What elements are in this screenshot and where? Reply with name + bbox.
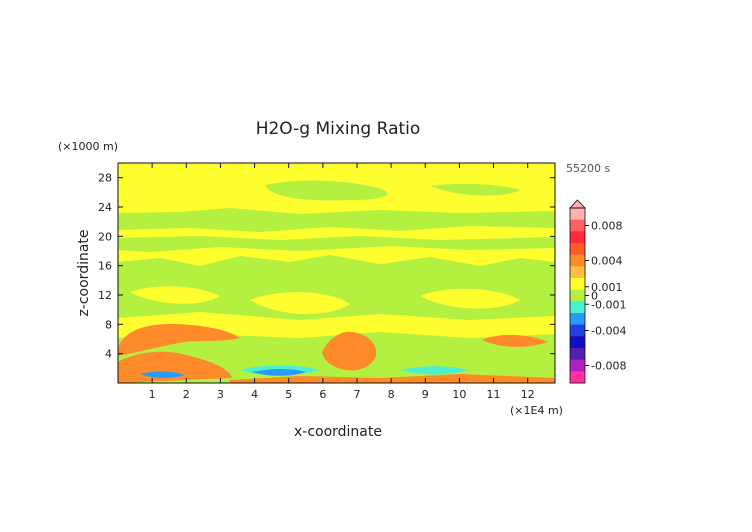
yellow-layer-mid bbox=[118, 312, 555, 338]
x-tick-label: 2 bbox=[183, 388, 190, 401]
colorbar-segment bbox=[570, 336, 585, 349]
yellow-pocket-2 bbox=[250, 292, 350, 315]
colorbar-segment bbox=[570, 254, 585, 267]
colorbar-tick-label: 0.004 bbox=[591, 255, 623, 268]
green-band-mid bbox=[118, 236, 555, 252]
y-unit-label: (×1000 m) bbox=[58, 140, 118, 153]
colorbar-segment bbox=[570, 208, 585, 221]
time-label: 55200 s bbox=[566, 162, 610, 175]
colorbar-tick-label: 0 bbox=[591, 290, 598, 303]
y-tick-label: 20 bbox=[98, 230, 112, 243]
x-axis-ticks: 1 2 3 4 5 6 7 8 9 10 11 12 bbox=[149, 163, 535, 401]
x-tick-label: 12 bbox=[521, 388, 535, 401]
colorbar-segment bbox=[570, 266, 585, 279]
x-tick-label: 6 bbox=[319, 388, 326, 401]
orange-right-streak bbox=[482, 334, 548, 347]
y-tick-label: 12 bbox=[98, 289, 112, 302]
x-tick-label: 9 bbox=[422, 388, 429, 401]
y-tick-label: 28 bbox=[98, 172, 112, 185]
orange-surface bbox=[230, 374, 555, 383]
colorbar-segment bbox=[570, 359, 585, 372]
contour-field bbox=[118, 163, 555, 383]
green-band-cloud bbox=[265, 180, 388, 201]
colorbar-tick-label: -0.001 bbox=[591, 298, 626, 311]
x-tick-label: 8 bbox=[388, 388, 395, 401]
blue-patch-2 bbox=[140, 371, 185, 378]
x-tick-label: 10 bbox=[452, 388, 466, 401]
green-band-small bbox=[430, 183, 520, 196]
colorbar-segment bbox=[570, 243, 585, 256]
orange-column bbox=[322, 331, 377, 371]
x-tick-label: 7 bbox=[353, 388, 360, 401]
blue-patch-1 bbox=[252, 369, 306, 376]
chart-title: H2O-g Mixing Ratio bbox=[256, 119, 421, 139]
x-tick-label: 4 bbox=[251, 388, 258, 401]
colorbar-segment bbox=[570, 278, 585, 291]
y-tick-label: 24 bbox=[98, 201, 112, 214]
x-tick-label: 11 bbox=[487, 388, 501, 401]
colorbar bbox=[569, 199, 586, 384]
y-tick-label: 8 bbox=[105, 318, 112, 331]
x-tick-label: 1 bbox=[149, 388, 156, 401]
yellow-pocket-3 bbox=[420, 288, 520, 309]
colorbar-segment bbox=[570, 348, 585, 361]
y-axis-ticks: 4 8 12 16 20 24 28 bbox=[98, 172, 555, 361]
colorbar-segment bbox=[570, 371, 585, 384]
colorbar-segment bbox=[570, 313, 585, 326]
cyan-patch-2 bbox=[400, 366, 468, 375]
x-unit-label: (×1E4 m) bbox=[510, 404, 563, 417]
y-tick-label: 4 bbox=[105, 348, 112, 361]
colorbar-segment bbox=[570, 231, 585, 244]
colorbar-segment bbox=[570, 219, 585, 232]
x-tick-label: 3 bbox=[217, 388, 224, 401]
colorbar-segment bbox=[570, 324, 585, 337]
plot-frame bbox=[117, 162, 556, 384]
colorbar-segment bbox=[570, 289, 585, 302]
colorbar-tick-label: -0.004 bbox=[591, 325, 626, 338]
colorbar-segment bbox=[570, 301, 585, 314]
orange-cloud-left bbox=[118, 324, 240, 356]
x-axis-label: x-coordinate bbox=[294, 424, 382, 440]
colorbar-tick-label: 0.001 bbox=[591, 281, 623, 294]
colorbar-overflow-arrow bbox=[569, 199, 586, 209]
y-tick-label: 16 bbox=[98, 260, 112, 273]
x-tick-label: 5 bbox=[285, 388, 292, 401]
colorbar-tick-label: 0.008 bbox=[591, 220, 623, 233]
yellow-pocket-1 bbox=[130, 286, 220, 304]
y-axis-label: z-coordinate bbox=[76, 229, 92, 316]
colorbar-tick-label: -0.008 bbox=[591, 360, 626, 373]
green-band-upper bbox=[118, 208, 555, 232]
